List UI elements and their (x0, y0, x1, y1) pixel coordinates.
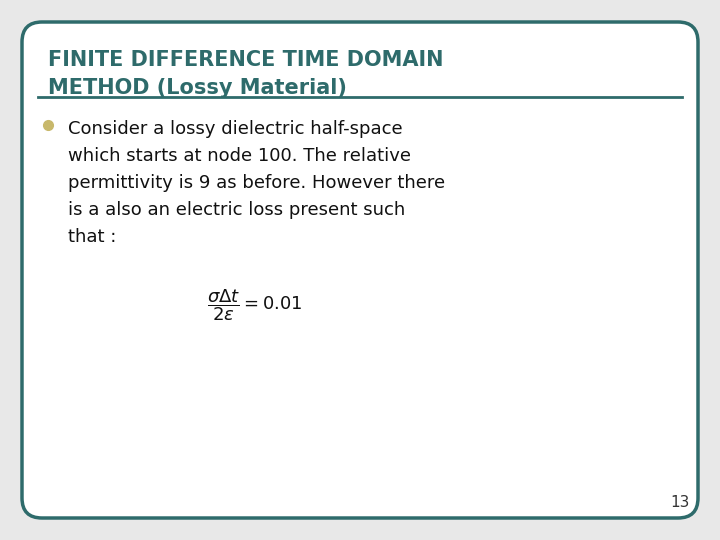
Text: $\dfrac{\sigma \Delta t}{2\varepsilon} = 0.01$: $\dfrac{\sigma \Delta t}{2\varepsilon} =… (207, 287, 302, 323)
Text: permittivity is 9 as before. However there: permittivity is 9 as before. However the… (68, 174, 445, 192)
Text: METHOD (Lossy Material): METHOD (Lossy Material) (48, 78, 347, 98)
Text: is a also an electric loss present such: is a also an electric loss present such (68, 201, 405, 219)
Text: FINITE DIFFERENCE TIME DOMAIN: FINITE DIFFERENCE TIME DOMAIN (48, 50, 444, 70)
FancyBboxPatch shape (22, 22, 698, 518)
Text: that :: that : (68, 228, 117, 246)
Text: 13: 13 (670, 495, 690, 510)
Text: Consider a lossy dielectric half-space: Consider a lossy dielectric half-space (68, 120, 402, 138)
Text: which starts at node 100. The relative: which starts at node 100. The relative (68, 147, 411, 165)
